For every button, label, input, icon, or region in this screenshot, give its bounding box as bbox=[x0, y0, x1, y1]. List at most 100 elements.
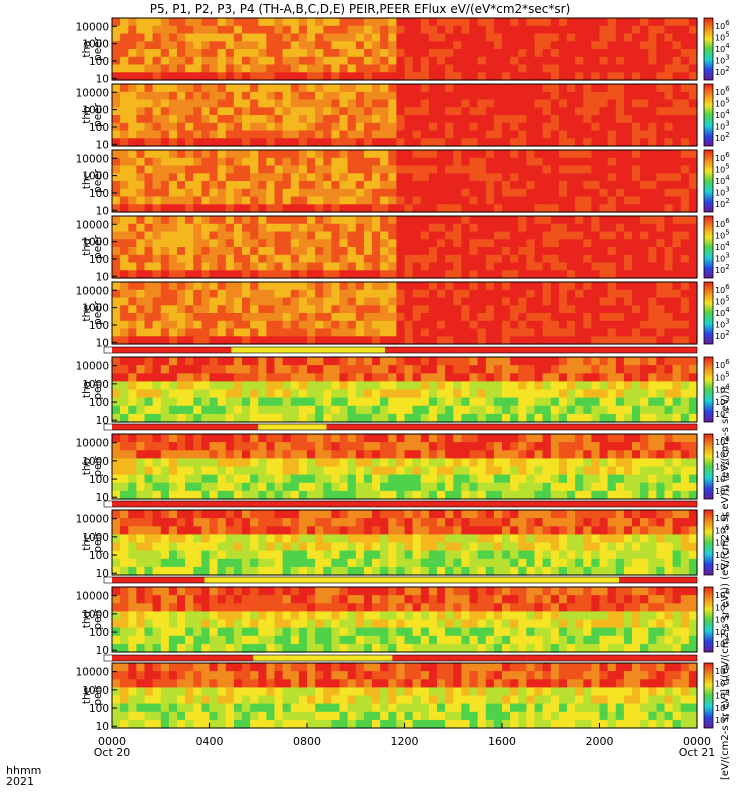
y-tick-label: 100 bbox=[89, 474, 109, 486]
heatmap-cell bbox=[112, 389, 121, 399]
heatmap-cell bbox=[274, 72, 284, 81]
heatmap-cell bbox=[307, 49, 316, 58]
heatmap-cell bbox=[420, 289, 430, 299]
heatmap-cell bbox=[266, 466, 276, 476]
heatmap-cell bbox=[307, 619, 316, 629]
heatmap-cell bbox=[502, 518, 511, 527]
heatmap-cell bbox=[502, 328, 511, 337]
heatmap-cell bbox=[453, 173, 462, 182]
heatmap-cell bbox=[315, 157, 324, 167]
heatmap-cell bbox=[168, 64, 178, 73]
heatmap-cell bbox=[477, 204, 487, 213]
heatmap-cell bbox=[233, 434, 243, 443]
panel-label-bottom: peir bbox=[92, 379, 104, 400]
heatmap-cell bbox=[453, 458, 462, 468]
heatmap-cell bbox=[128, 587, 137, 596]
heatmap-cell bbox=[233, 595, 243, 604]
heatmap-cell bbox=[623, 282, 633, 291]
heatmap-cell bbox=[469, 188, 479, 198]
heatmap-cell bbox=[664, 389, 674, 399]
heatmap-cell bbox=[623, 458, 633, 468]
heatmap-cell bbox=[469, 91, 479, 101]
heatmap-cell bbox=[242, 313, 251, 322]
heatmap-cell bbox=[672, 99, 682, 108]
heatmap-cell bbox=[469, 72, 479, 81]
heatmap-cell bbox=[428, 381, 438, 391]
heatmap-cell bbox=[623, 558, 633, 568]
heatmap-cell bbox=[152, 328, 162, 337]
heatmap-cell bbox=[688, 262, 698, 271]
heatmap-cell bbox=[120, 490, 129, 500]
panel-label-top: the bbox=[81, 304, 93, 321]
heatmap-cell bbox=[242, 223, 251, 233]
heatmap-cell bbox=[493, 204, 503, 213]
heatmap-cell bbox=[323, 397, 332, 407]
heatmap-cell bbox=[290, 150, 300, 159]
heatmap-cell bbox=[233, 550, 243, 560]
heatmap-cell bbox=[233, 558, 243, 568]
heatmap-cell bbox=[152, 442, 162, 451]
heatmap-cell bbox=[672, 138, 682, 147]
heatmap-cell bbox=[372, 157, 381, 167]
heatmap-cell bbox=[372, 305, 381, 314]
heatmap-cell bbox=[307, 231, 316, 240]
heatmap-cell bbox=[266, 381, 276, 391]
heatmap-cell bbox=[591, 247, 601, 256]
heatmap-cell bbox=[632, 558, 641, 568]
heatmap-cell bbox=[567, 223, 576, 233]
heatmap-cell bbox=[615, 262, 625, 271]
heatmap-cell bbox=[144, 328, 154, 337]
heatmap-cell bbox=[412, 526, 422, 535]
heatmap-cell bbox=[233, 254, 243, 264]
heatmap-cell bbox=[680, 490, 690, 500]
heatmap-cell bbox=[558, 165, 568, 174]
heatmap-cell bbox=[380, 558, 389, 568]
heatmap-cell bbox=[250, 64, 259, 73]
heatmap-cell bbox=[388, 91, 397, 101]
heatmap-cell bbox=[607, 41, 617, 50]
heatmap-cell bbox=[168, 247, 178, 256]
heatmap-cell bbox=[339, 373, 349, 382]
heatmap-cell bbox=[152, 247, 162, 256]
heatmap-cell bbox=[160, 542, 170, 552]
heatmap-cell bbox=[567, 64, 576, 73]
heatmap-cell bbox=[298, 99, 308, 108]
heatmap-cell bbox=[315, 173, 324, 182]
heatmap-cell bbox=[209, 434, 219, 443]
heatmap-cell bbox=[144, 305, 154, 314]
heatmap-cell bbox=[542, 466, 552, 476]
heatmap-cell bbox=[282, 526, 292, 535]
heatmap-cell bbox=[623, 196, 633, 205]
heatmap-cell bbox=[315, 115, 324, 124]
heatmap-cell bbox=[640, 313, 649, 322]
heatmap-cell bbox=[298, 365, 308, 374]
heatmap-cell bbox=[688, 357, 698, 366]
heatmap-cell bbox=[632, 365, 641, 374]
heatmap-cell bbox=[437, 41, 446, 50]
heatmap-cell bbox=[217, 18, 227, 27]
heatmap-cell bbox=[534, 405, 544, 415]
heatmap-cell bbox=[632, 254, 641, 264]
heatmap-cell bbox=[144, 595, 154, 604]
heatmap-cell bbox=[688, 18, 698, 27]
heatmap-cell bbox=[437, 231, 446, 240]
heatmap-cell bbox=[136, 442, 146, 451]
heatmap-cell bbox=[558, 526, 568, 535]
heatmap-cell bbox=[307, 165, 316, 174]
y-tick-label: 10 bbox=[96, 337, 109, 349]
heatmap-cell bbox=[567, 357, 576, 366]
heatmap-cell bbox=[152, 181, 162, 190]
heatmap-cell bbox=[412, 239, 422, 248]
heatmap-cell bbox=[242, 627, 251, 637]
heatmap-cell bbox=[347, 526, 357, 535]
heatmap-cell bbox=[526, 181, 536, 190]
heatmap-cell bbox=[185, 216, 194, 225]
heatmap-cell bbox=[331, 223, 341, 233]
heatmap-cell bbox=[250, 72, 259, 81]
heatmap-cell bbox=[672, 223, 682, 233]
heatmap-cell bbox=[542, 188, 552, 198]
heatmap-cell bbox=[323, 297, 332, 306]
heatmap-cell bbox=[355, 526, 365, 535]
heatmap-cell bbox=[282, 49, 292, 58]
heatmap-cell bbox=[493, 56, 503, 66]
